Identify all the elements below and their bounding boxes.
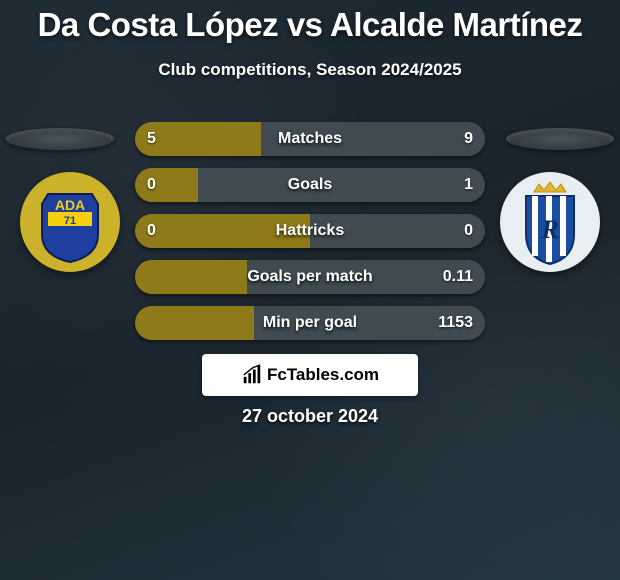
stat-value-right: 0	[452, 214, 485, 248]
stat-row: 01Goals	[135, 168, 485, 202]
alcorcon-crest-icon: ADA 71	[20, 172, 120, 272]
stat-fill-right	[198, 168, 485, 202]
stat-value-left	[135, 306, 159, 340]
stat-value-right: 9	[452, 122, 485, 156]
player-right-name: Alcalde Martínez	[330, 6, 582, 43]
club-badge-left: ADA 71	[20, 172, 120, 272]
stat-value-right: 1	[452, 168, 485, 202]
stat-bars: 59Matches01Goals00Hattricks0.11Goals per…	[135, 122, 485, 352]
chart-icon	[241, 364, 263, 386]
club-badge-right: R	[500, 172, 600, 272]
stat-value-left: 0	[135, 168, 168, 202]
attribution-text: FcTables.com	[267, 365, 379, 385]
stat-value-left: 5	[135, 122, 168, 156]
recreativo-crest-icon: R	[500, 172, 600, 272]
stat-row: 1153Min per goal	[135, 306, 485, 340]
avatar-left-placeholder	[6, 128, 114, 150]
svg-text:ADA: ADA	[55, 197, 85, 213]
stat-row: 59Matches	[135, 122, 485, 156]
attribution-box: FcTables.com	[202, 354, 418, 396]
stat-value-right: 0.11	[431, 260, 485, 294]
stat-value-right: 1153	[426, 306, 485, 340]
stat-value-left: 0	[135, 214, 168, 248]
page-title: Da Costa López vs Alcalde Martínez	[0, 0, 620, 44]
svg-text:71: 71	[64, 215, 76, 227]
stat-row: 0.11Goals per match	[135, 260, 485, 294]
svg-text:R: R	[540, 215, 558, 244]
subtitle: Club competitions, Season 2024/2025	[0, 60, 620, 80]
date-label: 27 october 2024	[0, 406, 620, 427]
stat-value-left	[135, 260, 159, 294]
avatar-right-placeholder	[506, 128, 614, 150]
comparison-card: Da Costa López vs Alcalde Martínez Club …	[0, 0, 620, 580]
vs-label: vs	[287, 6, 323, 43]
player-left-name: Da Costa López	[38, 6, 279, 43]
stat-row: 00Hattricks	[135, 214, 485, 248]
